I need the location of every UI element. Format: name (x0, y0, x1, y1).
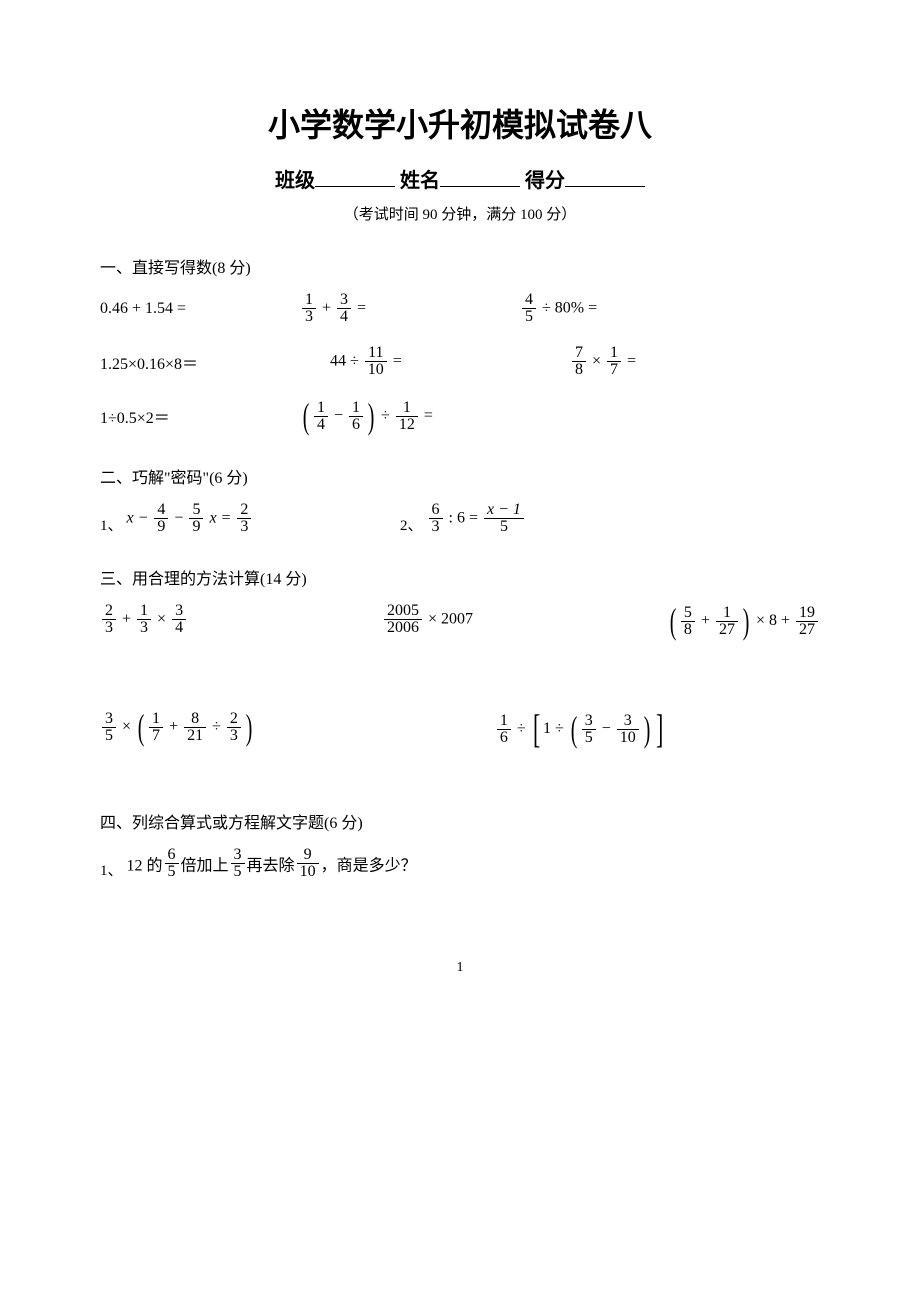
s1r1c: 45 ÷ 80% = (520, 292, 740, 325)
frac: 17 (149, 711, 163, 744)
right-paren-icon: ) (643, 711, 650, 747)
s3r1c: (58 + 127) × 8 + 1927 (667, 603, 820, 639)
frac: 58 (681, 605, 695, 638)
s2-row: 1、 x − 49 − 59 x = 23 2、 63 : 6 = x − 15 (100, 502, 820, 535)
name-blank (440, 166, 520, 187)
frac: 63 (429, 502, 443, 535)
page-title: 小学数学小升初模拟试卷八 (100, 100, 820, 146)
q-index: 1、 (100, 859, 123, 880)
s1r1a: 0.46 + 1.54 = (100, 300, 300, 318)
frac: 65 (165, 847, 179, 880)
right-bracket-icon: ] (656, 709, 663, 749)
s4-q1: 1、 12 的65倍加上35再去除910，商是多少？ (100, 847, 820, 880)
frac: 59 (189, 502, 203, 535)
s3-row-1: 23 + 13 × 34 20052006 × 2007 (58 + 127) … (100, 603, 820, 639)
class-blank (315, 166, 395, 187)
q-index: 1、 (100, 514, 123, 535)
score-blank (565, 166, 645, 187)
s2-q1: 1、 x − 49 − 59 x = 23 (100, 502, 400, 535)
s3r2b: 16 ÷ [1 ÷ (35 − 310)] (495, 709, 666, 749)
left-paren-icon: ( (138, 709, 145, 745)
left-paren-icon: ( (570, 711, 577, 747)
left-bracket-icon: [ (533, 709, 540, 749)
section-4-heading: 四、列综合算式或方程解文字题(6 分) (100, 809, 820, 833)
exam-note: （考试时间 90 分钟，满分 100 分） (100, 203, 820, 224)
s1r3b: (14 − 16) ÷ 112 = (300, 398, 433, 434)
exam-page: 小学数学小升初模拟试卷八 班级 姓名 得分 （考试时间 90 分钟，满分 100… (0, 0, 920, 1016)
frac: 310 (617, 713, 639, 746)
frac: 13 (302, 292, 316, 325)
left-paren-icon: ( (303, 398, 310, 434)
s2-q2: 2、 63 : 6 = x − 15 (400, 502, 526, 535)
s1r2a: 1.25×0.16×8＝ (100, 350, 300, 374)
s1r2b: 44 ÷ 1110 = (300, 345, 550, 378)
s1r2c: 78 × 17 = (550, 345, 790, 378)
frac: 49 (154, 502, 168, 535)
frac: 112 (396, 400, 418, 433)
s3r1a: 23 + 13 × 34 (100, 603, 188, 639)
s1-row-1: 0.46 + 1.54 = 13 + 34 = 45 ÷ 80% = (100, 292, 820, 325)
left-paren-icon: ( (670, 603, 677, 639)
frac: 23 (227, 711, 241, 744)
frac: 127 (716, 605, 738, 638)
frac: 17 (607, 345, 621, 378)
frac: 821 (184, 711, 206, 744)
name-label: 姓名 (400, 170, 440, 192)
frac: 13 (137, 603, 151, 636)
frac: 78 (572, 345, 586, 378)
frac: 1110 (365, 345, 387, 378)
q-index: 2、 (400, 514, 423, 535)
frac: 20052006 (384, 603, 422, 636)
section-2-heading: 二、巧解"密码"(6 分) (100, 464, 820, 488)
frac: 34 (337, 292, 351, 325)
frac: 16 (497, 713, 511, 746)
right-paren-icon: ) (743, 603, 750, 639)
frac: 23 (102, 603, 116, 636)
score-label: 得分 (525, 170, 565, 192)
s1r3a: 1÷0.5×2＝ (100, 404, 300, 428)
section-3-heading: 三、用合理的方法计算(14 分) (100, 565, 820, 589)
frac: 16 (349, 400, 363, 433)
frac: 45 (522, 292, 536, 325)
frac: x − 15 (484, 502, 524, 535)
frac: 35 (231, 847, 245, 880)
s1-row-3: 1÷0.5×2＝ (14 − 16) ÷ 112 = (100, 398, 820, 434)
frac: 14 (314, 400, 328, 433)
frac: 35 (582, 713, 596, 746)
class-label: 班级 (275, 170, 315, 192)
page-number: 1 (100, 960, 820, 976)
section-1-heading: 一、直接写得数(8 分) (100, 254, 820, 278)
s3r1b: 20052006 × 2007 (382, 603, 473, 639)
student-info-line: 班级 姓名 得分 (100, 164, 820, 193)
s1-row-2: 1.25×0.16×8＝ 44 ÷ 1110 = 78 × 17 = (100, 345, 820, 378)
frac: 23 (237, 502, 251, 535)
s3r2a: 35 × (17 + 821 ÷ 23) (100, 709, 255, 749)
frac: 34 (172, 603, 186, 636)
s1r1b: 13 + 34 = (300, 292, 520, 325)
right-paren-icon: ) (368, 398, 375, 434)
frac: 35 (102, 711, 116, 744)
frac: 1927 (796, 605, 818, 638)
s3-row-2: 35 × (17 + 821 ÷ 23) 16 ÷ [1 ÷ (35 − 310… (100, 709, 820, 749)
right-paren-icon: ) (246, 709, 253, 745)
frac: 910 (297, 847, 319, 880)
